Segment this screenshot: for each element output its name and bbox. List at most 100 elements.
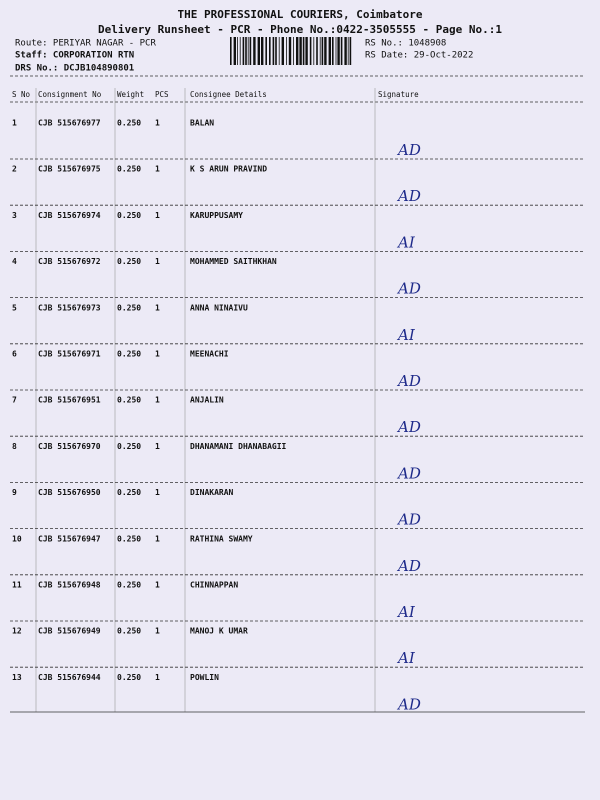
column-header: Weight (117, 90, 144, 99)
cell: 10 (12, 534, 22, 543)
bar-stripe (324, 37, 327, 65)
cell: 0.250 (117, 442, 141, 451)
cell: 11 (12, 581, 22, 590)
bar-stripe (257, 37, 260, 65)
cell: 7 (12, 396, 17, 405)
bar-stripe (253, 37, 256, 65)
cell: 0.250 (117, 350, 141, 359)
cell: CJB 515676973 (38, 303, 101, 312)
bar-stripe (281, 37, 284, 65)
cell: CJB 515676950 (38, 488, 101, 497)
cell: 1 (155, 165, 160, 174)
bar-stripe (316, 37, 318, 65)
cell: 1 (155, 488, 160, 497)
cell: CJB 515676944 (38, 673, 101, 682)
cell: 0.250 (117, 211, 141, 220)
bar-stripe (349, 37, 352, 65)
cell: 0.250 (117, 534, 141, 543)
bar-stripe (347, 37, 349, 65)
cell: 5 (12, 303, 17, 312)
cell: DINAKARAN (190, 488, 234, 497)
cell: KARUPPUSAMY (190, 211, 243, 220)
cell: 8 (12, 442, 17, 451)
cell: 0.250 (117, 165, 141, 174)
signature: AD (396, 187, 421, 205)
cell: 1 (155, 303, 160, 312)
cell: CJB 515676949 (38, 627, 101, 636)
bar-stripe (242, 37, 245, 65)
bar-stripe (332, 37, 334, 65)
bar-stripe (249, 37, 252, 65)
signature: AI (396, 326, 416, 344)
subtitle: Delivery Runsheet - PCR - Phone No.:0422… (98, 23, 502, 36)
cell: CHINNAPPAN (190, 581, 238, 590)
cell: 1 (155, 350, 160, 359)
bar-stripe (309, 37, 312, 65)
cell: 6 (12, 350, 17, 359)
column-header: S No (12, 90, 31, 99)
cell: RATHINA SWAMY (190, 534, 253, 543)
signature: AD (396, 557, 421, 575)
cell: K S ARUN PRAVIND (190, 165, 267, 174)
bar-stripe (319, 37, 321, 65)
signature: AD (396, 280, 421, 298)
cell: 1 (155, 211, 160, 220)
bar-stripe (245, 37, 247, 65)
bar-stripe (286, 37, 287, 65)
cell: 1 (155, 257, 160, 266)
bar-stripe (302, 37, 305, 65)
cell: 1 (155, 442, 160, 451)
bar-stripe (293, 37, 294, 65)
bar-stripe (265, 37, 267, 65)
signature: AD (396, 464, 421, 482)
cell: 2 (12, 165, 17, 174)
cell: CJB 515676951 (38, 396, 101, 405)
bar-stripe (288, 37, 292, 65)
bar-stripe (261, 37, 264, 65)
cell: BALAN (190, 119, 214, 128)
cell: 0.250 (117, 257, 141, 266)
bar-stripe (340, 37, 343, 65)
cell: 1 (155, 673, 160, 682)
bar-stripe (299, 37, 302, 65)
signature: AD (396, 695, 421, 713)
rs-date: RS Date: 29-Oct-2022 (365, 51, 473, 61)
bar-stripe (275, 37, 277, 65)
cell: 4 (12, 257, 17, 266)
column-header: Consignment No (38, 90, 102, 99)
signature: AD (396, 511, 421, 529)
cell: 9 (12, 488, 17, 497)
cell: CJB 515676975 (38, 165, 101, 174)
signature: AD (396, 141, 421, 159)
bar-stripe (269, 37, 271, 65)
signature: AI (396, 603, 416, 621)
column-header: Signature (378, 90, 419, 99)
signature: AI (396, 649, 416, 667)
bar-stripe (335, 37, 337, 65)
cell: 3 (12, 211, 17, 220)
cell: 0.250 (117, 581, 141, 590)
bar-stripe (337, 37, 340, 65)
bar-stripe (239, 37, 241, 65)
cell: 12 (12, 627, 22, 636)
bar-stripe (344, 37, 347, 65)
rs-no: RS No.: 1048908 (365, 39, 446, 49)
cell: CJB 515676971 (38, 350, 101, 359)
cell: 1 (155, 534, 160, 543)
bar-stripe (272, 37, 275, 65)
cell: 1 (155, 581, 160, 590)
cell: CJB 515676977 (38, 119, 101, 128)
cell: CJB 515676972 (38, 257, 101, 266)
drs: DRS No.: DCJB104890801 (15, 64, 134, 74)
cell: MANOJ K UMAR (190, 627, 248, 636)
cell: 0.250 (117, 627, 141, 636)
cell: 0.250 (117, 396, 141, 405)
company: THE PROFESSIONAL COURIERS, Coimbatore (177, 8, 422, 21)
staff: Staff: CORPORATION RTN (15, 51, 134, 61)
column-header: PCS (155, 90, 169, 99)
cell: 1 (12, 119, 17, 128)
cell: CJB 515676948 (38, 581, 101, 590)
cell: CJB 515676947 (38, 534, 101, 543)
column-lines (35, 88, 376, 712)
